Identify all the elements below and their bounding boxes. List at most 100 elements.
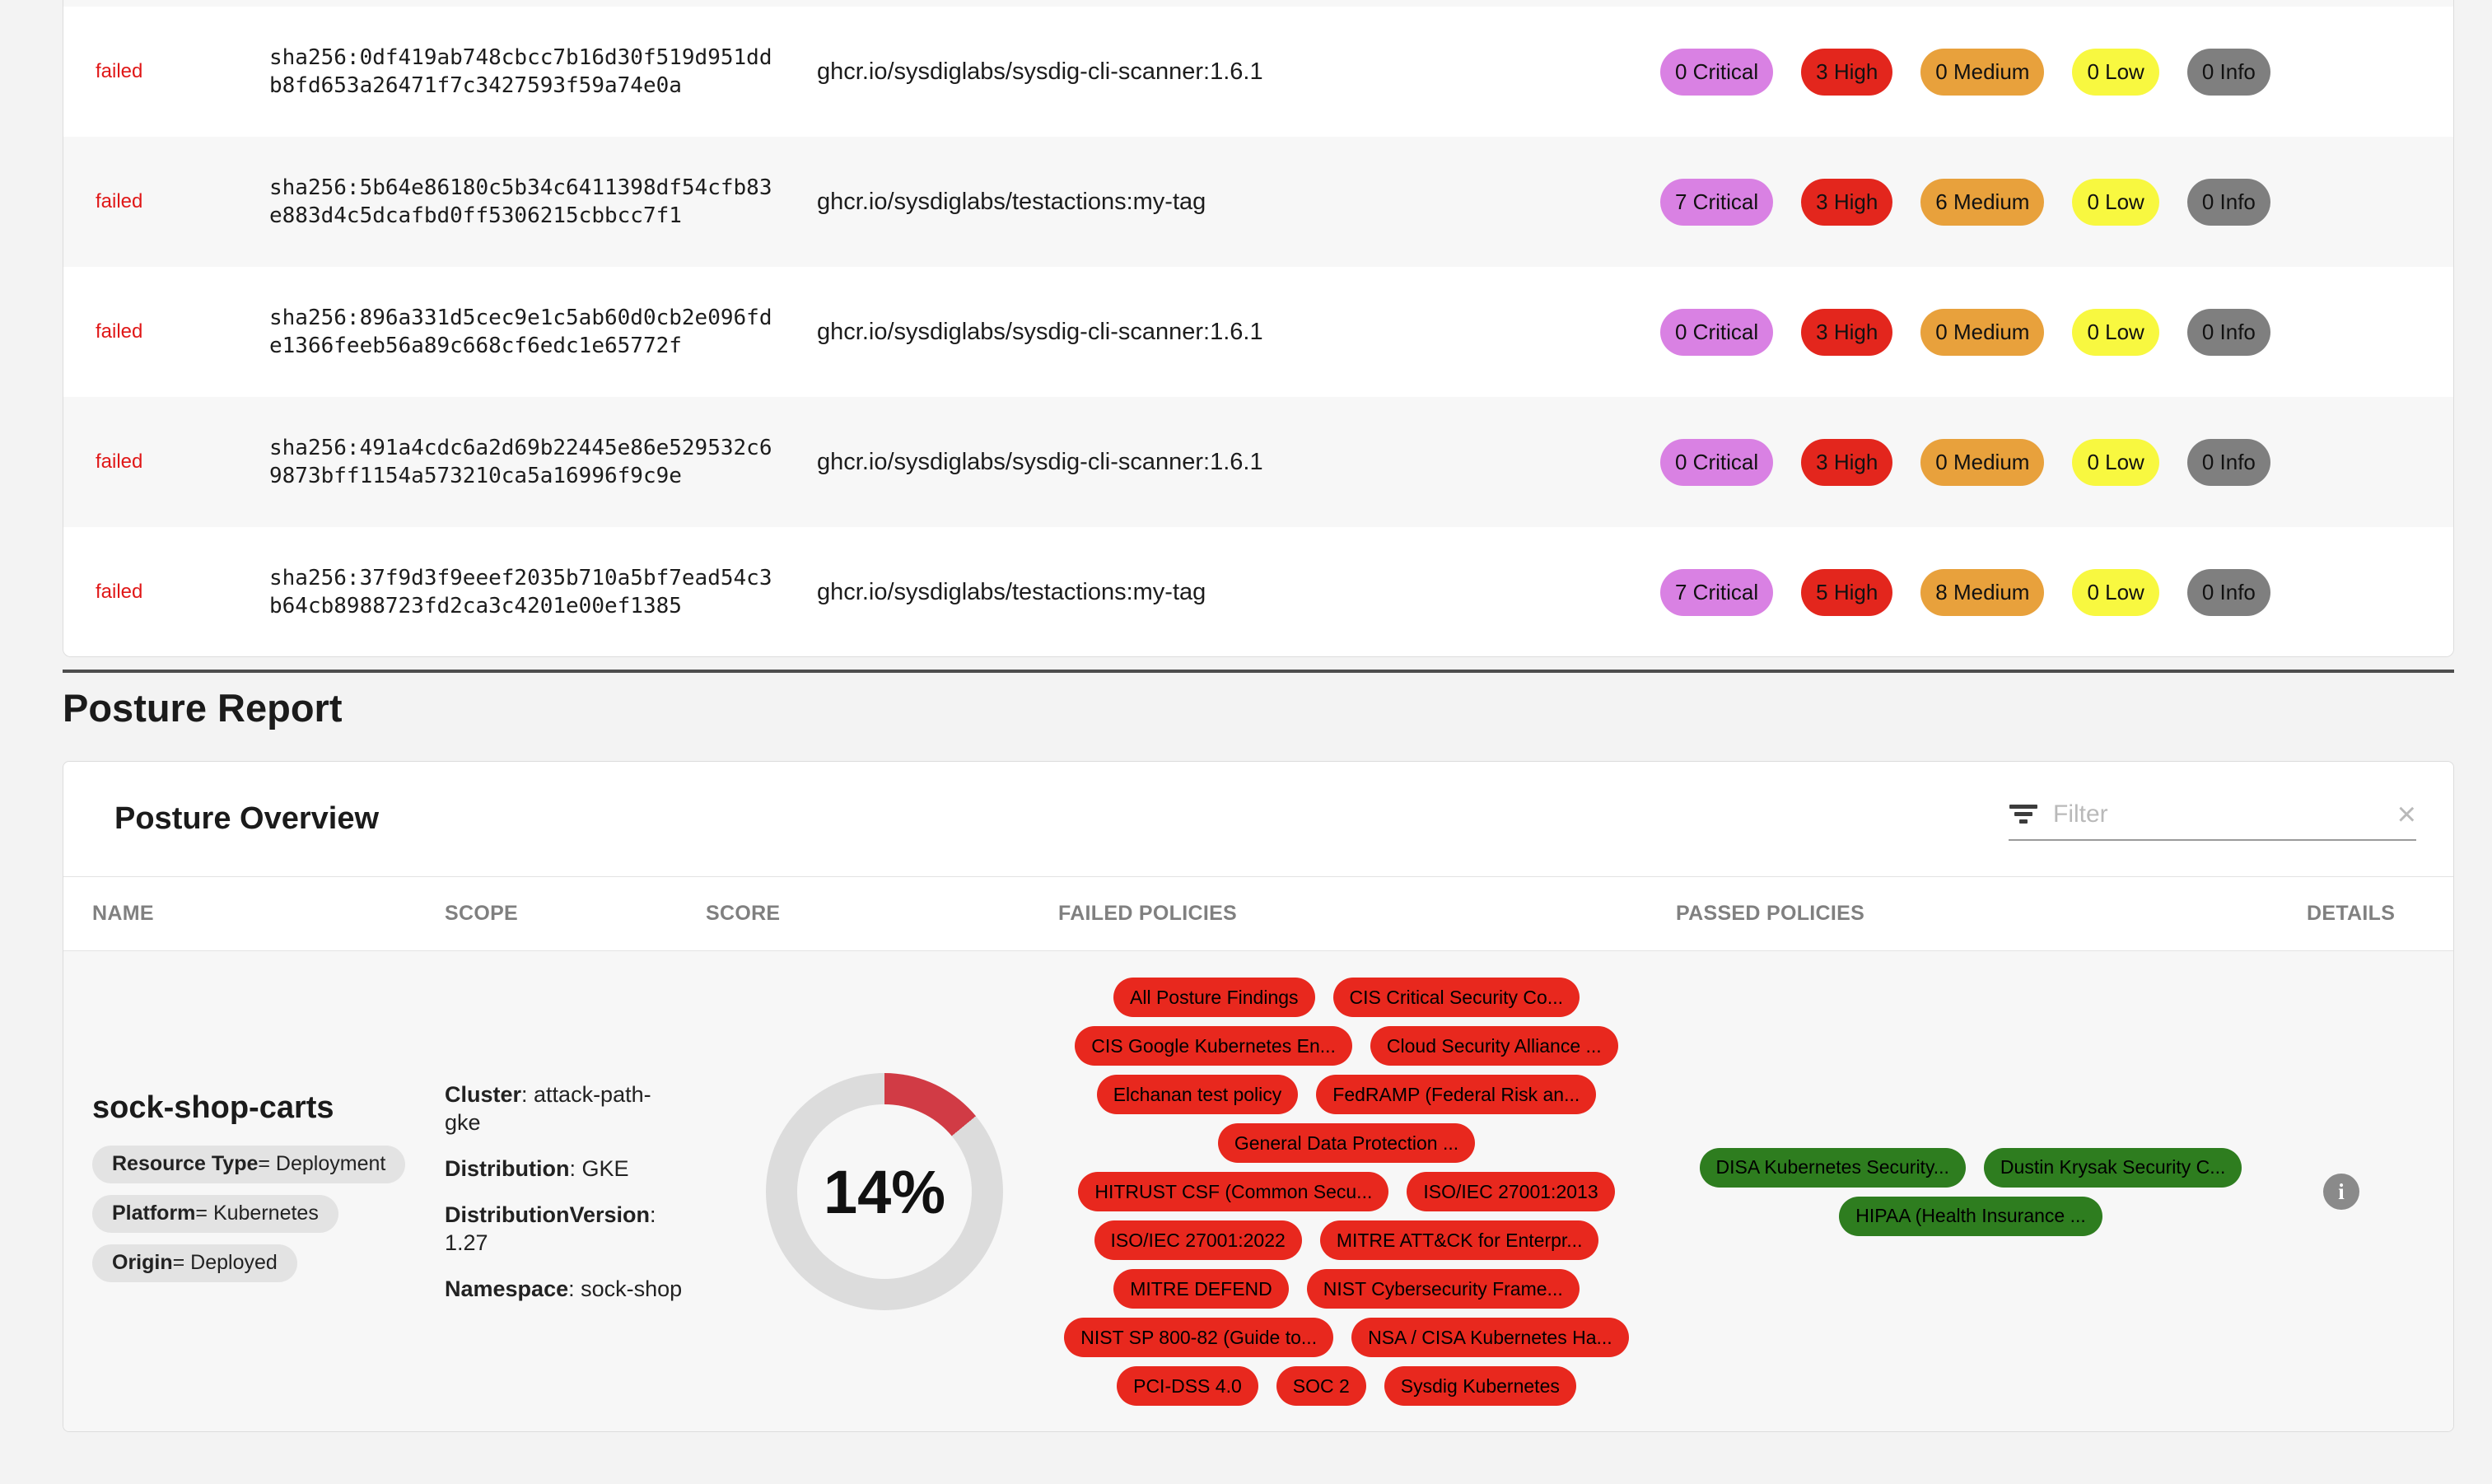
resource-tag: Origin = Deployed	[92, 1244, 297, 1282]
passed-policy-pill: DISA Kubernetes Security...	[1699, 1147, 1966, 1188]
image-digest: sha256:896a331d5cec9e1c5ab60d0cb2e096fd …	[269, 304, 817, 360]
column-header-passed-policies: PASSED POLICIES	[1676, 902, 1865, 925]
severity-badge-critical: 0 Critical	[1660, 438, 1774, 486]
severity-badge-high: 3 High	[1801, 48, 1893, 96]
severity-badge-low: 0 Low	[2072, 308, 2159, 356]
scan-status: failed	[96, 190, 143, 212]
scope-cell: Cluster: attack-path-gke Distribution: GK…	[445, 951, 706, 1431]
severity-badge-medium: 6 Medium	[1920, 178, 2045, 226]
scan-rows: failed sha256:0df419ab748cbcc7b16d30f519…	[63, 7, 2453, 656]
scope-item: Cluster: attack-path-gke	[445, 1082, 651, 1135]
resource-tag: Platform = Kubernetes	[92, 1194, 338, 1233]
scan-status: failed	[96, 450, 143, 473]
severity-badge-high: 5 High	[1801, 568, 1893, 616]
severity-badge-info: 0 Info	[2186, 568, 2270, 616]
resource-name: sock-shop-carts	[92, 1090, 334, 1125]
failed-policy-pill: NIST SP 800-82 (Guide to...	[1064, 1318, 1334, 1357]
filter-control[interactable]: ×	[2009, 798, 2416, 841]
failed-policy-pill: MITRE ATT&CK for Enterpr...	[1319, 1220, 1599, 1260]
column-header-score: SCORE	[706, 902, 781, 925]
scan-result-row: failed sha256:491a4cdc6a2d69b22445e86e52…	[63, 397, 2453, 527]
posture-overview-panel: Posture Overview × NAME SCOPE SCORE FAIL…	[63, 761, 2454, 1432]
failed-policy-pill: CIS Google Kubernetes En...	[1075, 1026, 1352, 1066]
severity-badge-medium: 8 Medium	[1920, 568, 2045, 616]
severity-badge-low: 0 Low	[2072, 178, 2159, 226]
column-header-details: DETAILS	[2307, 902, 2396, 925]
severity-badge-info: 0 Info	[2186, 178, 2270, 226]
severity-badge-high: 3 High	[1801, 308, 1893, 356]
severity-badge-low: 0 Low	[2072, 48, 2159, 96]
failed-policy-pill: SOC 2	[1276, 1366, 1366, 1406]
resource-tag: Resource Type = Deployment	[92, 1145, 406, 1183]
image-digest: sha256:491a4cdc6a2d69b22445e86e529532c6 …	[269, 434, 817, 490]
scan-result-row: failed sha256:5b64e86180c5b34c6411398df5…	[63, 137, 2453, 267]
column-header-scope: SCOPE	[445, 902, 519, 925]
failed-policies-cell: All Posture Findings CIS Critical Securit…	[1058, 951, 1676, 1431]
failed-policy-pill: Cloud Security Alliance ...	[1370, 1026, 1618, 1066]
severity-badge-low: 0 Low	[2072, 568, 2159, 616]
score-value: 14%	[797, 1104, 972, 1279]
score-cell: 14%	[706, 951, 1058, 1431]
failed-policy-pill: FedRAMP (Federal Risk an...	[1316, 1075, 1597, 1114]
passed-policy-pill: Dustin Krysak Security C...	[1983, 1147, 2242, 1188]
clear-filter-icon[interactable]: ×	[2396, 796, 2416, 833]
severity-badge-critical: 7 Critical	[1660, 568, 1774, 616]
severity-badge-low: 0 Low	[2072, 438, 2159, 486]
severity-badge-info: 0 Info	[2186, 438, 2270, 486]
digest-line-2: 9873bff1154a573210ca5a16996f9c9e	[269, 464, 682, 488]
image-name: ghcr.io/sysdiglabs/sysdig-cli-scanner:1.…	[817, 448, 1263, 475]
section-divider	[63, 670, 2454, 673]
column-header-failed-policies: FAILED POLICIES	[1058, 902, 1238, 925]
failed-policy-pill: Elchanan test policy	[1096, 1075, 1299, 1114]
scope-item: DistributionVersion: 1.27	[445, 1202, 656, 1255]
severity-badge-critical: 0 Critical	[1660, 308, 1774, 356]
digest-line-2: e1366feeb56a89c668cf6edc1e65772f	[269, 334, 682, 358]
digest-line-1: sha256:491a4cdc6a2d69b22445e86e529532c6	[269, 436, 772, 460]
posture-report-title: Posture Report	[63, 686, 343, 730]
scan-result-row: failed sha256:0df419ab748cbcc7b16d30f519…	[63, 7, 2453, 137]
digest-line-1: sha256:0df419ab748cbcc7b16d30f519d951dd	[269, 45, 772, 70]
details-cell: i	[2307, 951, 2453, 1431]
scope-item: Distribution: GKE	[445, 1156, 629, 1181]
failed-policy-pill: CIS Critical Security Co...	[1332, 978, 1580, 1017]
passed-policies-cell: DISA Kubernetes Security... Dustin Krysak…	[1676, 951, 2307, 1431]
severity-badge-medium: 0 Medium	[1920, 438, 2045, 486]
filter-input[interactable]	[2053, 800, 2382, 828]
failed-policy-pill: General Data Protection ...	[1217, 1123, 1476, 1163]
severity-badge-critical: 7 Critical	[1660, 178, 1774, 226]
scan-status: failed	[96, 581, 143, 603]
image-name: ghcr.io/sysdiglabs/testactions:my-tag	[817, 188, 1206, 215]
severity-badges: 0 Critical 3 High 0 Medium 0 Low 0 Info	[1660, 308, 2270, 356]
scope-item: Namespace: sock-shop	[445, 1276, 683, 1301]
severity-badges: 7 Critical 3 High 6 Medium 0 Low 0 Info	[1660, 178, 2270, 226]
severity-badge-medium: 0 Medium	[1920, 48, 2045, 96]
name-cell: sock-shop-carts Resource Type = Deployme…	[92, 951, 445, 1431]
image-digest: sha256:0df419ab748cbcc7b16d30f519d951dd …	[269, 44, 817, 100]
image-name: ghcr.io/sysdiglabs/testactions:my-tag	[817, 578, 1206, 605]
severity-badges: 7 Critical 5 High 8 Medium 0 Low 0 Info	[1660, 568, 2270, 616]
failed-policy-pill: Sysdig Kubernetes	[1384, 1366, 1576, 1406]
passed-policy-pill: HIPAA (Health Insurance ...	[1839, 1196, 2102, 1236]
failed-policy-pill: NSA / CISA Kubernetes Ha...	[1351, 1318, 1629, 1357]
scan-results-table: failed sha256:0df419ab748cbcc7b16d30f519…	[63, 0, 2454, 657]
digest-line-1: sha256:5b64e86180c5b34c6411398df54cfb83	[269, 175, 772, 200]
posture-table-row: sock-shop-carts Resource Type = Deployme…	[63, 950, 2453, 1431]
severity-badge-info: 0 Info	[2186, 48, 2270, 96]
info-icon[interactable]: i	[2323, 1174, 2359, 1210]
failed-policy-pill: All Posture Findings	[1113, 978, 1315, 1017]
digest-line-1: sha256:896a331d5cec9e1c5ab60d0cb2e096fd	[269, 306, 772, 330]
posture-overview-header: Posture Overview ×	[63, 762, 2453, 877]
failed-policy-pill: PCI-DSS 4.0	[1117, 1366, 1258, 1406]
severity-badges: 0 Critical 3 High 0 Medium 0 Low 0 Info	[1660, 48, 2270, 96]
digest-line-2: b8fd653a26471f7c3427593f59a74e0a	[269, 73, 682, 98]
scan-result-row: failed sha256:37f9d3f9eeef2035b710a5bf7e…	[63, 527, 2453, 656]
severity-badge-high: 3 High	[1801, 438, 1893, 486]
failed-policy-pill: ISO/IEC 27001:2022	[1094, 1220, 1302, 1260]
column-header-name: NAME	[92, 902, 154, 925]
image-digest: sha256:37f9d3f9eeef2035b710a5bf7ead54c3 …	[269, 564, 817, 620]
image-digest: sha256:5b64e86180c5b34c6411398df54cfb83 …	[269, 174, 817, 230]
failed-policy-pill: MITRE DEFEND	[1113, 1269, 1289, 1309]
image-name: ghcr.io/sysdiglabs/sysdig-cli-scanner:1.…	[817, 318, 1263, 345]
severity-badges: 0 Critical 3 High 0 Medium 0 Low 0 Info	[1660, 438, 2270, 486]
